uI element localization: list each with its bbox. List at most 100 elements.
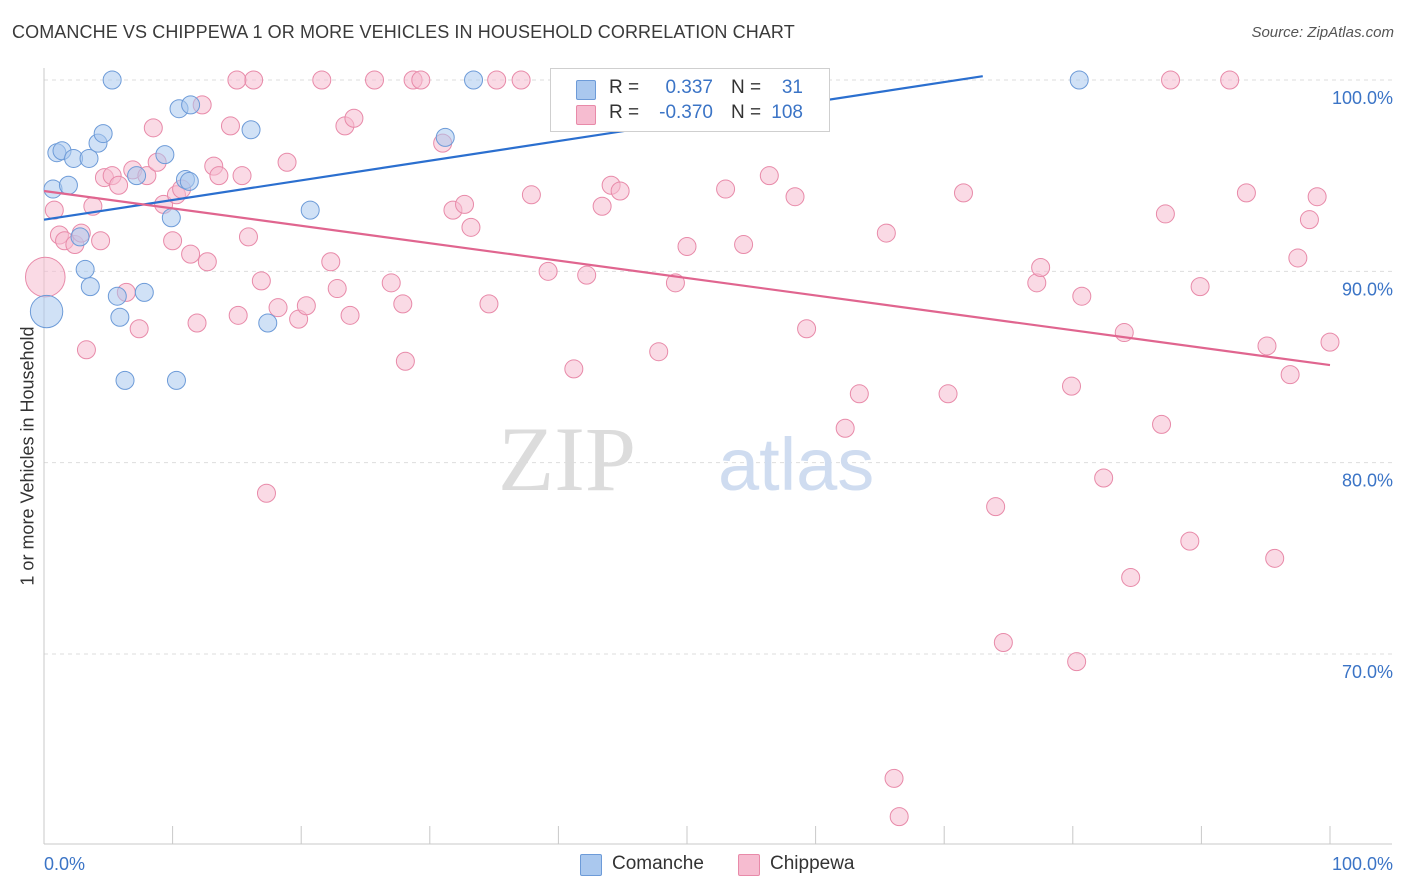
legend-n-value: 108 (771, 102, 803, 123)
legend-r-label: R = (609, 102, 640, 123)
y-tick-label: 80.0% (1342, 471, 1393, 491)
legend-r-value: -0.370 (659, 102, 713, 123)
chippewa-point (312, 70, 332, 90)
chippewa-point (76, 340, 96, 360)
chippewa-point (411, 70, 431, 90)
chippewa-point (220, 116, 240, 136)
legend-r-value: 0.337 (665, 77, 713, 98)
chippewa-point (209, 166, 229, 186)
chippewa-point (938, 384, 958, 404)
chippewa-point (232, 166, 252, 186)
axes (43, 68, 1392, 845)
chippewa-point (395, 351, 415, 371)
chippewa-point (1236, 183, 1256, 203)
chippewa-swatch (576, 105, 596, 125)
legend-n-label: N = (731, 77, 762, 98)
chippewa-point (592, 196, 612, 216)
chippewa-point (340, 305, 360, 325)
comanche-point (93, 124, 113, 144)
watermark-zip: ZIP (498, 408, 636, 510)
x-tick-label: 100.0% (1332, 854, 1393, 874)
chippewa-point (109, 175, 129, 195)
chippewa-point (835, 418, 855, 438)
chippewa-point (227, 70, 247, 90)
chippewa-point (143, 118, 163, 138)
comanche-point (107, 286, 127, 306)
chippewa-point (1031, 258, 1051, 278)
chippewa-trend-line (43, 189, 1331, 367)
comanche-point (241, 120, 261, 140)
stats-legend: R = 0.337 N = 31 R = -0.370 N = 108 (550, 68, 830, 132)
source-credit: Source: ZipAtlas.com (1251, 24, 1394, 41)
y-tick-label: 90.0% (1342, 279, 1393, 299)
comanche-point (102, 70, 122, 90)
comanche-point (80, 277, 100, 297)
chippewa-point (1257, 336, 1277, 356)
chippewa-point (251, 271, 271, 291)
chippewa-point (986, 497, 1006, 517)
comanche-point (181, 95, 201, 115)
chippewa-point (228, 305, 248, 325)
comanche-point (300, 200, 320, 220)
chippewa-point (365, 70, 385, 90)
chippewa-point (993, 633, 1013, 653)
series-chippewa (24, 70, 1340, 827)
chippewa-point (1155, 204, 1175, 224)
chippewa-point (677, 236, 697, 256)
legend-r-label: R = (609, 77, 640, 98)
comanche-point (115, 370, 135, 390)
comanche-point (58, 175, 78, 195)
chippewa-point (1190, 277, 1210, 297)
legend-label-chippewa: Chippewa (770, 853, 855, 874)
chippewa-point (1152, 414, 1172, 434)
legend-row-comanche: R = 0.337 N = 31 (551, 75, 829, 103)
chippewa-point (953, 183, 973, 203)
legend-row-chippewa: R = -0.370 N = 108 (551, 100, 829, 128)
chippewa-point (577, 265, 597, 285)
chippewa-point (511, 70, 531, 90)
tick-labels: 70.0% 80.0% 90.0% 100.0% 0.0% 100.0% (44, 88, 1393, 874)
chippewa-point (24, 256, 66, 298)
chippewa-point (129, 319, 149, 339)
chippewa-swatch (738, 854, 760, 876)
comanche-point (79, 148, 99, 168)
series-comanche (29, 70, 1089, 390)
chippewa-point (455, 194, 475, 214)
legend-label-comanche: Comanche (612, 853, 704, 874)
chippewa-point (1067, 652, 1087, 672)
chippewa-point (716, 179, 736, 199)
y-tick-label: 100.0% (1332, 88, 1393, 108)
comanche-point (155, 145, 175, 165)
chippewa-point (884, 768, 904, 788)
chippewa-point (1288, 248, 1308, 268)
comanche-point (29, 294, 64, 329)
gridlines (44, 79, 1392, 655)
chippewa-point (1072, 286, 1092, 306)
chippewa-point (1062, 376, 1082, 396)
chippewa-point (1161, 70, 1181, 90)
chippewa-point (610, 181, 630, 201)
chippewa-point (1180, 531, 1200, 551)
x-tick-label: 0.0% (44, 854, 85, 874)
chippewa-point (1299, 210, 1319, 230)
chippewa-point (734, 235, 754, 255)
chippewa-point (1320, 332, 1340, 352)
chippewa-point (797, 319, 817, 339)
chippewa-point (521, 185, 541, 205)
chippewa-point (244, 70, 264, 90)
chippewa-point (487, 70, 507, 90)
chippewa-point (181, 244, 201, 264)
comanche-point (435, 127, 455, 147)
chippewa-point (1220, 70, 1240, 90)
chippewa-point (268, 298, 288, 318)
chippewa-point (296, 296, 316, 316)
chippewa-point (381, 273, 401, 293)
chippewa-point (849, 384, 869, 404)
chippewa-point (1280, 365, 1300, 385)
comanche-point (258, 313, 278, 333)
chippewa-point (163, 231, 183, 251)
legend-n-value: 31 (781, 77, 803, 98)
comanche-swatch (576, 80, 596, 100)
data-points (24, 70, 1340, 827)
